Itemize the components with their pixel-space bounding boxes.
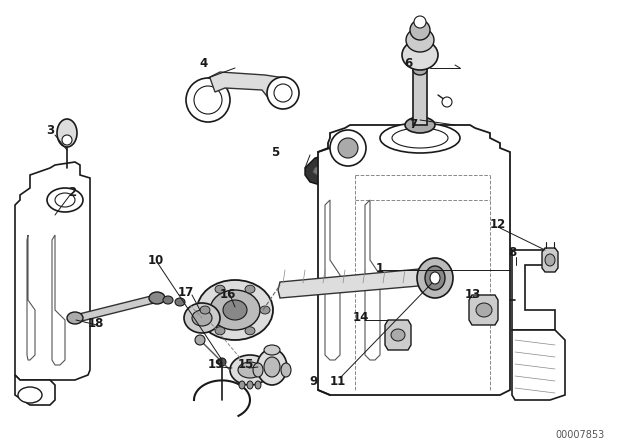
Ellipse shape — [392, 128, 448, 148]
Polygon shape — [542, 248, 558, 272]
Ellipse shape — [192, 310, 212, 326]
Ellipse shape — [57, 119, 77, 147]
Ellipse shape — [264, 345, 280, 355]
Ellipse shape — [230, 355, 270, 385]
Bar — [413, 70, 427, 125]
Polygon shape — [325, 200, 340, 360]
Text: 13: 13 — [465, 288, 481, 301]
Text: 16: 16 — [220, 288, 236, 301]
Polygon shape — [512, 330, 565, 400]
Text: 19: 19 — [208, 358, 224, 370]
Ellipse shape — [245, 327, 255, 335]
Polygon shape — [469, 295, 498, 325]
Ellipse shape — [338, 138, 358, 158]
Ellipse shape — [391, 329, 405, 341]
Ellipse shape — [218, 358, 226, 366]
Polygon shape — [208, 72, 290, 105]
Ellipse shape — [245, 285, 255, 293]
Ellipse shape — [149, 292, 165, 304]
Text: 1: 1 — [376, 262, 384, 275]
Ellipse shape — [195, 335, 205, 345]
Ellipse shape — [417, 258, 453, 298]
Ellipse shape — [330, 130, 366, 166]
Ellipse shape — [197, 280, 273, 340]
Ellipse shape — [163, 296, 173, 304]
Ellipse shape — [430, 272, 440, 284]
Ellipse shape — [210, 290, 260, 330]
Ellipse shape — [406, 28, 434, 52]
Ellipse shape — [255, 381, 261, 389]
Polygon shape — [278, 268, 433, 298]
Ellipse shape — [215, 285, 225, 293]
Ellipse shape — [410, 20, 430, 40]
Polygon shape — [52, 235, 65, 365]
Text: 00007853: 00007853 — [556, 430, 605, 440]
Polygon shape — [313, 160, 363, 180]
Polygon shape — [305, 152, 378, 188]
Polygon shape — [75, 295, 158, 322]
Ellipse shape — [238, 362, 262, 378]
Ellipse shape — [260, 306, 270, 314]
Ellipse shape — [281, 363, 291, 377]
Ellipse shape — [413, 65, 427, 75]
Text: 18: 18 — [88, 316, 104, 329]
Polygon shape — [15, 375, 55, 405]
Text: 15: 15 — [238, 358, 254, 370]
Ellipse shape — [257, 349, 287, 385]
Text: 14: 14 — [353, 310, 369, 323]
Ellipse shape — [264, 357, 280, 377]
Ellipse shape — [62, 135, 72, 145]
Ellipse shape — [175, 298, 185, 306]
Ellipse shape — [425, 266, 445, 290]
Polygon shape — [318, 125, 510, 395]
Text: 6: 6 — [404, 56, 412, 69]
Ellipse shape — [239, 381, 245, 389]
Ellipse shape — [247, 381, 253, 389]
Text: 5: 5 — [271, 146, 279, 159]
Text: 10: 10 — [148, 254, 164, 267]
Ellipse shape — [414, 16, 426, 28]
Polygon shape — [27, 235, 35, 360]
Text: 17: 17 — [178, 285, 194, 298]
Ellipse shape — [67, 312, 83, 324]
Text: 12: 12 — [490, 217, 506, 231]
Text: 9: 9 — [309, 375, 317, 388]
Ellipse shape — [402, 40, 438, 70]
Ellipse shape — [253, 363, 263, 377]
Polygon shape — [365, 200, 380, 360]
Text: 3: 3 — [46, 124, 54, 137]
Ellipse shape — [442, 97, 452, 107]
Ellipse shape — [215, 327, 225, 335]
Ellipse shape — [223, 300, 247, 320]
Ellipse shape — [200, 306, 210, 314]
Text: 11: 11 — [330, 375, 346, 388]
Text: 7: 7 — [409, 117, 417, 130]
Ellipse shape — [405, 117, 435, 133]
Ellipse shape — [380, 123, 460, 153]
Polygon shape — [385, 320, 411, 350]
Ellipse shape — [267, 77, 299, 109]
Ellipse shape — [476, 303, 492, 317]
Ellipse shape — [184, 303, 220, 333]
Text: 2: 2 — [68, 185, 76, 198]
Ellipse shape — [545, 254, 555, 266]
Ellipse shape — [55, 193, 75, 207]
Text: 8: 8 — [508, 246, 516, 258]
Text: 4: 4 — [200, 56, 208, 69]
Ellipse shape — [194, 86, 222, 114]
Ellipse shape — [274, 84, 292, 102]
Ellipse shape — [47, 188, 83, 212]
Polygon shape — [512, 250, 555, 330]
Ellipse shape — [18, 387, 42, 403]
Ellipse shape — [186, 78, 230, 122]
Polygon shape — [15, 162, 90, 380]
